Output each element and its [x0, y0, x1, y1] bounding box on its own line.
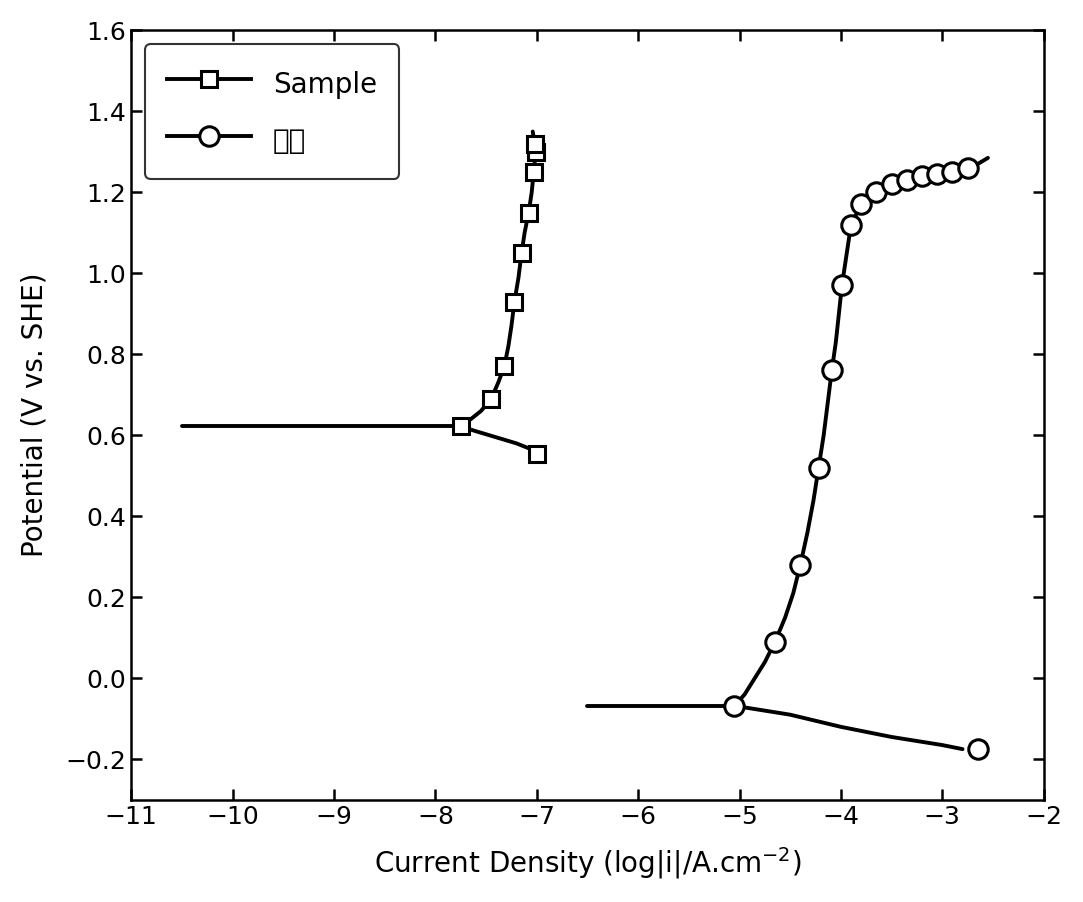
Y-axis label: Potential (V vs. SHE): Potential (V vs. SHE) [21, 272, 49, 557]
Legend: Sample, 裸鑄: Sample, 裸鑄 [145, 44, 400, 179]
X-axis label: Current Density (log|i|/A.cm$^{-2}$): Current Density (log|i|/A.cm$^{-2}$) [374, 845, 801, 881]
